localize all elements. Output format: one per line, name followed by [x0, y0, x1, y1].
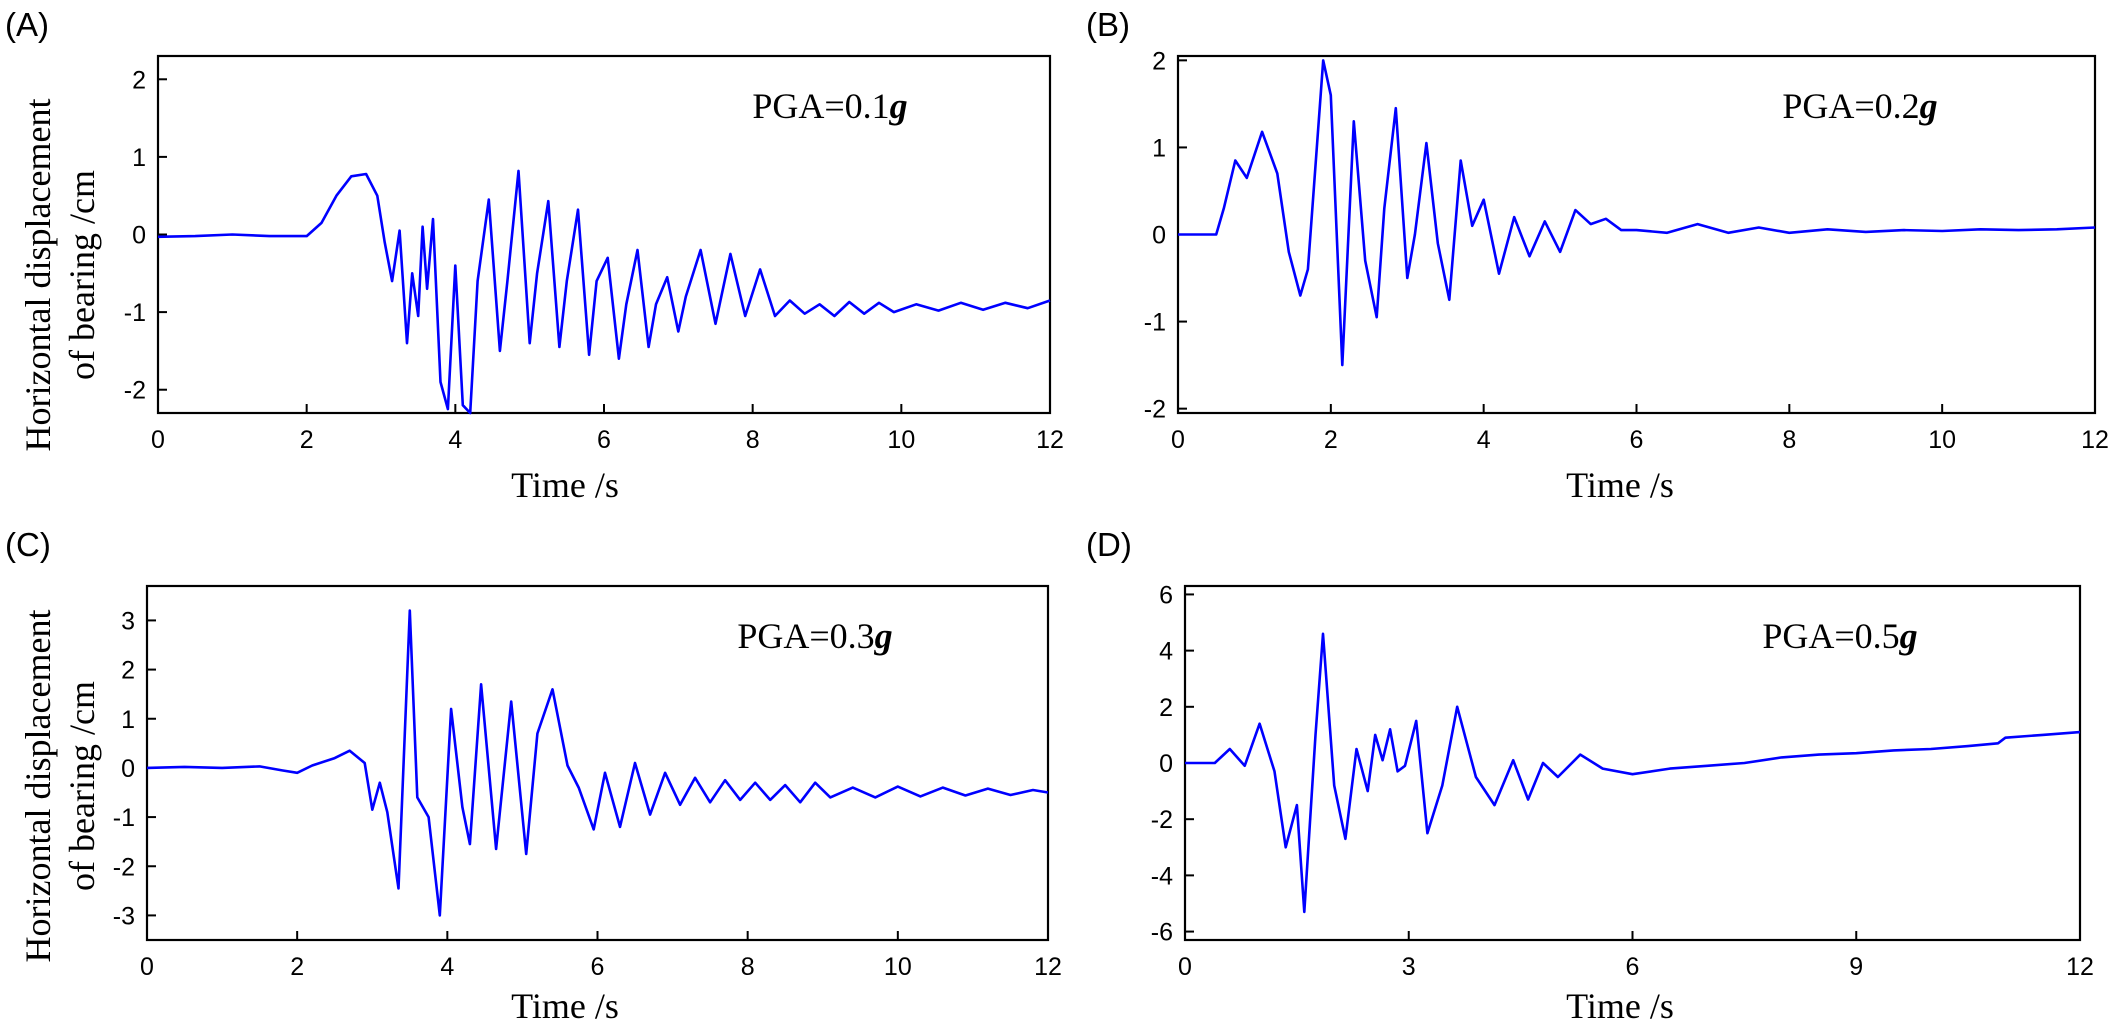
y-tick-label: -3 [113, 902, 135, 930]
y-tick-label: 1 [1152, 134, 1166, 162]
panel-letter: (A) [5, 6, 49, 43]
y-tick-label: -1 [1144, 309, 1166, 337]
x-tick-label: 8 [741, 953, 755, 981]
x-axis-label: Time /s [1566, 465, 1674, 505]
x-tick-label: 10 [887, 426, 915, 454]
displacement-series-line [1178, 59, 2096, 367]
y-tick-label: 0 [1152, 222, 1166, 250]
x-axis-label: Time /s [1566, 986, 1674, 1026]
panel-letter: (D) [1086, 526, 1132, 563]
x-tick-label: 6 [1630, 426, 1644, 454]
x-tick-label: 8 [1782, 426, 1796, 454]
pga-annotation: PGA=0.1g [752, 86, 907, 126]
pga-annotation: PGA=0.5g [1762, 616, 1917, 656]
y-tick-label: -2 [1151, 806, 1173, 834]
x-tick-label: 4 [1477, 426, 1491, 454]
x-tick-label: 6 [1626, 953, 1640, 981]
x-tick-label: 6 [591, 953, 605, 981]
x-tick-label: 6 [597, 426, 611, 454]
y-tick-label: 0 [132, 222, 146, 250]
x-axis-label: Time /s [511, 986, 619, 1026]
x-tick-label: 12 [1036, 426, 1064, 454]
y-tick-label: 2 [1152, 47, 1166, 75]
y-tick-label: -1 [113, 804, 135, 832]
displacement-series-line [146, 609, 1049, 917]
y-tick-label: -2 [113, 853, 135, 881]
panel-letter: (B) [1086, 6, 1130, 43]
y-tick-label: 3 [121, 607, 135, 635]
plot-frame [145, 584, 1050, 942]
x-tick-label: 12 [2066, 953, 2094, 981]
x-tick-label: 0 [151, 426, 165, 454]
y-tick-label: 1 [132, 144, 146, 172]
y-tick-label: -2 [124, 377, 146, 405]
y-tick-label: 6 [1159, 581, 1173, 609]
x-tick-label: 10 [1928, 426, 1956, 454]
pga-annotation: PGA=0.3g [737, 616, 892, 656]
panel-letter: (C) [5, 526, 51, 563]
x-tick-label: 4 [440, 953, 454, 981]
y-tick-label: -1 [124, 299, 146, 327]
y-tick-label: 0 [121, 755, 135, 783]
x-tick-label: 12 [2081, 426, 2109, 454]
y-axis-label: Horizontal displacement of bearing /cm [18, 610, 102, 963]
y-tick-label: -4 [1151, 862, 1173, 890]
plot-frame [1176, 54, 2097, 415]
pga-annotation: PGA=0.2g [1782, 86, 1937, 126]
y-tick-label: 2 [132, 66, 146, 94]
y-tick-label: 4 [1159, 638, 1173, 666]
y-tick-label: 0 [1159, 750, 1173, 778]
displacement-series-line [157, 169, 1051, 415]
x-tick-label: 10 [884, 953, 912, 981]
x-tick-label: 8 [746, 426, 760, 454]
displacement-series-line [1185, 632, 2081, 914]
y-tick-label: 2 [121, 657, 135, 685]
plot-frame [1183, 584, 2082, 942]
y-tick-label: 2 [1159, 694, 1173, 722]
x-tick-label: 4 [448, 426, 462, 454]
y-axis-label: Horizontal displacement of bearing /cm [18, 99, 102, 452]
x-tick-label: 0 [140, 953, 154, 981]
x-axis-label: Time /s [511, 465, 619, 505]
x-tick-label: 9 [1849, 953, 1863, 981]
plot-frame [156, 54, 1052, 415]
x-tick-label: 12 [1034, 953, 1062, 981]
y-tick-label: 1 [121, 706, 135, 734]
x-tick-label: 3 [1402, 953, 1416, 981]
x-tick-label: 2 [1324, 426, 1338, 454]
x-tick-label: 0 [1178, 953, 1192, 981]
chart-panel-d: (D) 0 3 6 9 12 -6 -4 -2 0 2 4 6 Time /s PGA=0.5g [1086, 526, 2094, 1026]
x-tick-label: 2 [300, 426, 314, 454]
y-tick-label: -6 [1151, 919, 1173, 947]
y-tick-label: -2 [1144, 396, 1166, 424]
x-tick-label: 2 [290, 953, 304, 981]
x-tick-label: 0 [1171, 426, 1185, 454]
